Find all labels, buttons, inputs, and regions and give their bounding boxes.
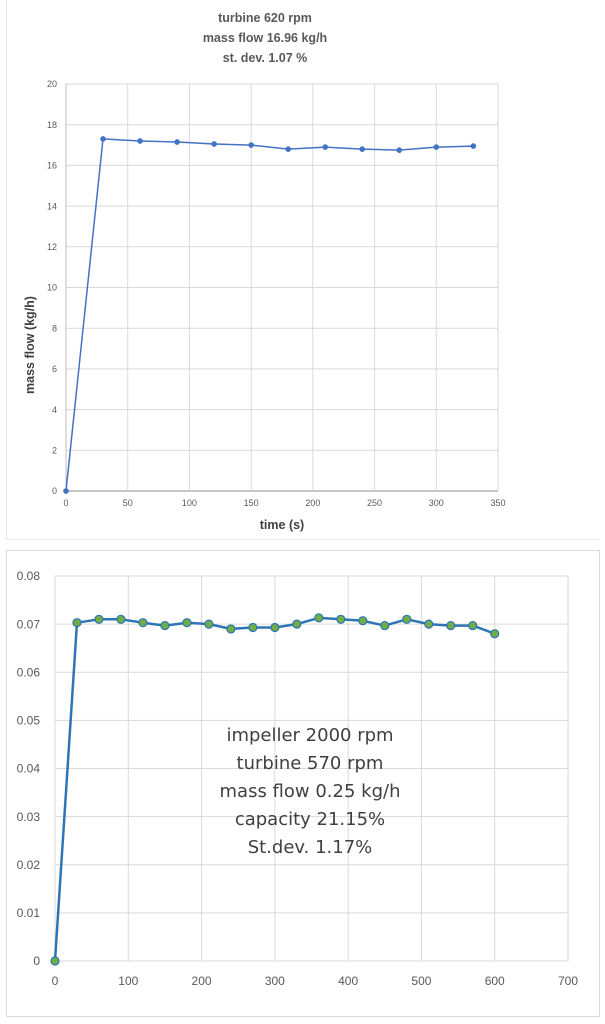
data-point: [204, 619, 214, 629]
chart-bottom: 0 0.01 0.02 0.03 0.04 0.05 0.06 0.07 0.08 0 100 20…: [0, 550, 605, 1024]
data-point: [380, 620, 390, 631]
y-tick-label: 0.02: [17, 858, 41, 872]
y-tick-label: 14: [47, 201, 57, 211]
data-point: [490, 629, 500, 639]
data-point: [72, 618, 82, 628]
x-tick-label: 200: [305, 498, 320, 508]
data-point: [248, 622, 258, 633]
data-point: [138, 618, 148, 628]
data-point: [50, 956, 60, 966]
x-tick-label: 700: [558, 974, 578, 988]
data-point: [402, 614, 412, 624]
series-line: [65, 138, 474, 492]
chart-top: 0 2 4 6 8 10 12 14 16 18 20 0 50 100 150 200 250 300 350 …: [6, 0, 600, 540]
chart-top-title-line-3: st. dev. 1.07 %: [223, 51, 308, 65]
data-point: [116, 614, 126, 624]
x-tick-label: 100: [118, 974, 138, 988]
data-point: [359, 146, 366, 152]
data-point: [182, 618, 192, 628]
x-tick-label: 350: [490, 498, 505, 508]
x-tick-label: 50: [123, 498, 133, 508]
data-point: [292, 619, 302, 629]
chart-top-title-line-1: turbine 620 rpm: [218, 11, 312, 25]
x-tick-label: 0: [52, 974, 59, 988]
data-point: [160, 620, 170, 631]
chart-bottom-frame: [6, 550, 600, 1017]
data-point: [433, 144, 440, 150]
data-point: [314, 613, 324, 623]
y-tick-label: 0.03: [17, 810, 41, 824]
chart-bottom-svg: 0 0.01 0.02 0.03 0.04 0.05 0.06 0.07 0.08 0 100 20…: [17, 569, 579, 988]
x-tick-label: 300: [429, 498, 444, 508]
y-tick-label: 18: [47, 120, 57, 130]
data-point: [94, 614, 104, 624]
y-tick-label: 20: [47, 79, 57, 89]
y-tick-label: 0.07: [17, 617, 41, 631]
data-point: [468, 620, 478, 631]
y-tick-label: 0: [52, 486, 57, 496]
data-point: [446, 620, 456, 631]
chart-bottom-annotation-line-3: mass flow 0.25 kg/h: [220, 781, 401, 802]
x-tick-label: 100: [182, 498, 197, 508]
y-tick-label: 6: [52, 364, 57, 374]
y-tick-label: 0.05: [17, 714, 41, 728]
x-tick-label: 300: [265, 974, 285, 988]
x-tick-label: 200: [192, 974, 212, 988]
data-point: [63, 488, 69, 494]
x-tick-label: 600: [485, 974, 505, 988]
data-point: [270, 622, 280, 633]
data-point: [211, 141, 217, 147]
y-tick-label: 0: [33, 954, 40, 968]
y-tick-label: 0.04: [17, 762, 41, 776]
y-tick-label: 12: [47, 242, 57, 252]
x-tick-label: 250: [367, 498, 382, 508]
x-tick-label: 400: [338, 974, 358, 988]
chart-top-y-axis-title: mass flow (kg/h): [23, 296, 37, 394]
x-tick-label: 500: [411, 974, 431, 988]
data-point: [100, 136, 106, 142]
data-point: [174, 139, 180, 145]
x-tick-label: 150: [244, 498, 259, 508]
data-point: [358, 616, 368, 626]
data-point: [137, 138, 143, 144]
chart-bottom-annotation-line-4: capacity 21.15%: [235, 809, 385, 830]
y-tick-label: 0.08: [17, 569, 41, 583]
data-point: [470, 143, 477, 149]
y-tick-label: 8: [52, 323, 57, 333]
y-tick-label: 10: [47, 283, 57, 293]
data-point: [248, 142, 254, 148]
y-tick-label: 16: [47, 161, 57, 171]
chart-bottom-annotation-line-5: St.dev. 1.17%: [248, 837, 373, 858]
y-tick-label: 4: [52, 405, 57, 415]
data-point: [322, 144, 329, 150]
chart-top-x-axis-title: time (s): [260, 518, 304, 532]
x-tick-label: 0: [63, 498, 68, 508]
data-point: [336, 614, 346, 624]
y-tick-label: 0.06: [17, 665, 41, 679]
y-tick-label: 2: [52, 445, 57, 455]
data-point: [285, 146, 292, 152]
data-point: [424, 619, 434, 629]
chart-top-title-line-2: mass flow 16.96 kg/h: [203, 31, 327, 45]
data-point: [396, 147, 403, 153]
y-tick-label: 0.01: [17, 906, 41, 920]
chart-bottom-annotation-line-1: impeller 2000 rpm: [226, 725, 393, 746]
data-point: [226, 624, 236, 634]
chart-bottom-annotation-line-2: turbine 570 rpm: [237, 753, 384, 774]
